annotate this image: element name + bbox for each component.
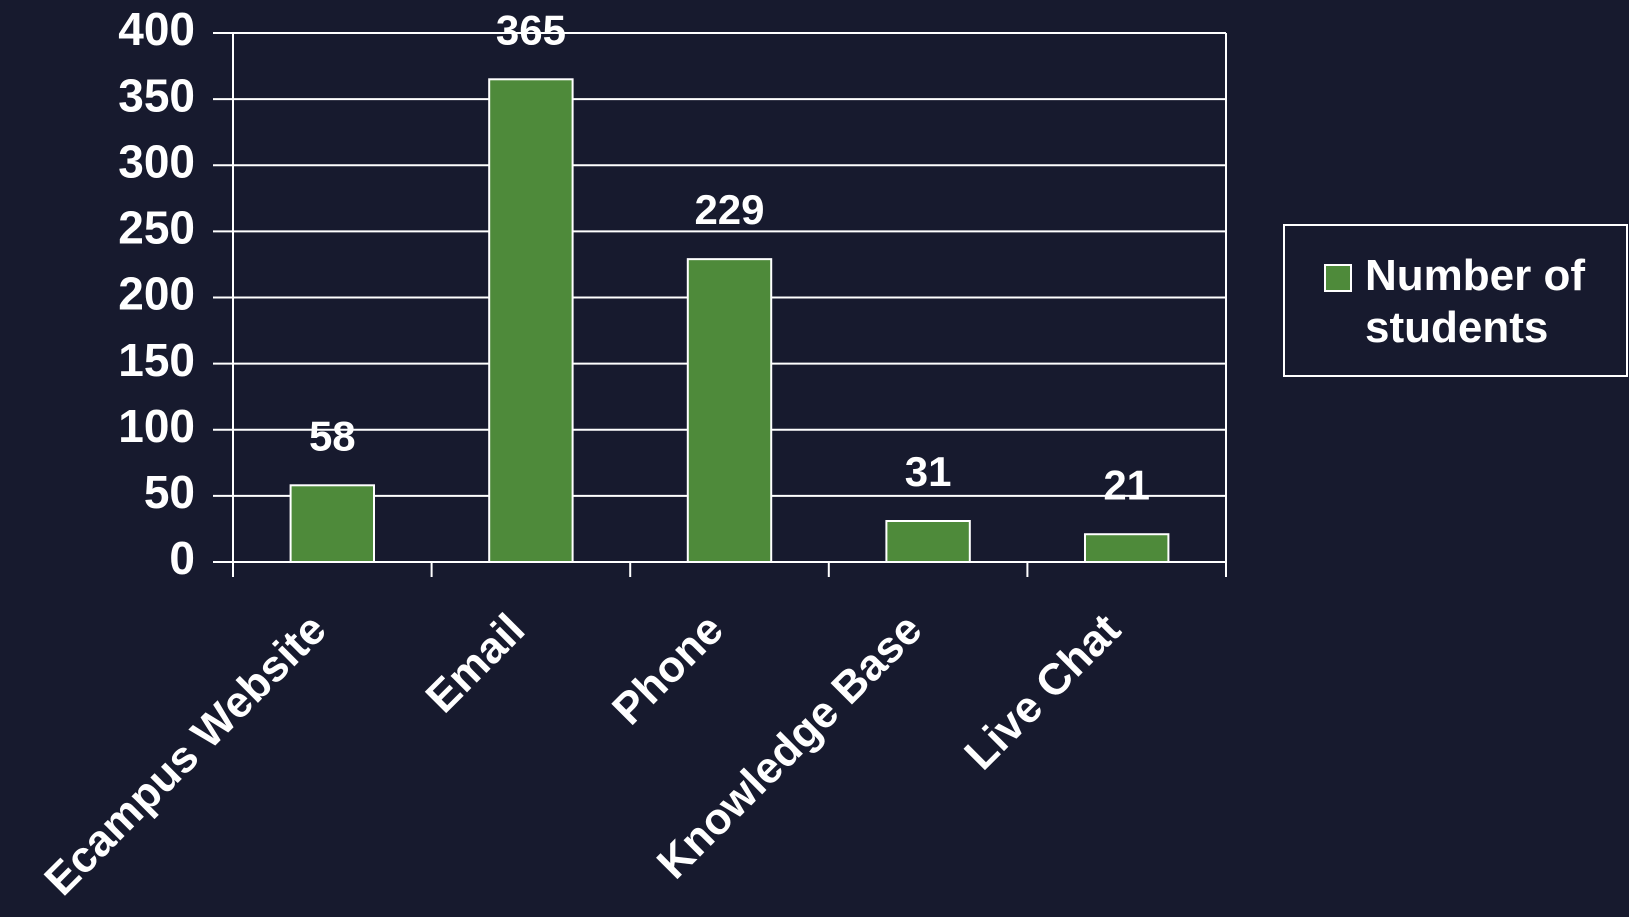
y-tick-label: 200 xyxy=(118,268,195,320)
data-label: 21 xyxy=(1103,461,1150,508)
y-tick-label: 400 xyxy=(118,3,195,55)
legend-label-box: Number of students xyxy=(1365,251,1585,352)
data-label: 58 xyxy=(309,412,356,459)
legend: Number of students xyxy=(1283,224,1628,377)
bar xyxy=(686,258,773,563)
y-tick-label: 50 xyxy=(144,466,195,518)
bar xyxy=(885,520,971,564)
data-label: 229 xyxy=(694,186,764,233)
bar xyxy=(289,484,376,564)
y-tick-label: 350 xyxy=(118,69,195,121)
legend-box xyxy=(1283,224,1628,377)
data-label: 365 xyxy=(496,6,566,53)
data-label: 31 xyxy=(905,448,952,495)
y-tick-label: 300 xyxy=(118,135,195,187)
bar xyxy=(488,78,574,563)
y-tick-label: 100 xyxy=(118,400,195,452)
y-tick-label: 250 xyxy=(118,202,195,254)
bar xyxy=(1083,533,1170,563)
y-tick-label: 0 xyxy=(169,532,195,584)
legend-swatch xyxy=(1324,264,1352,292)
y-tick-label: 150 xyxy=(118,334,195,386)
legend-label: Number of students xyxy=(1365,251,1585,352)
